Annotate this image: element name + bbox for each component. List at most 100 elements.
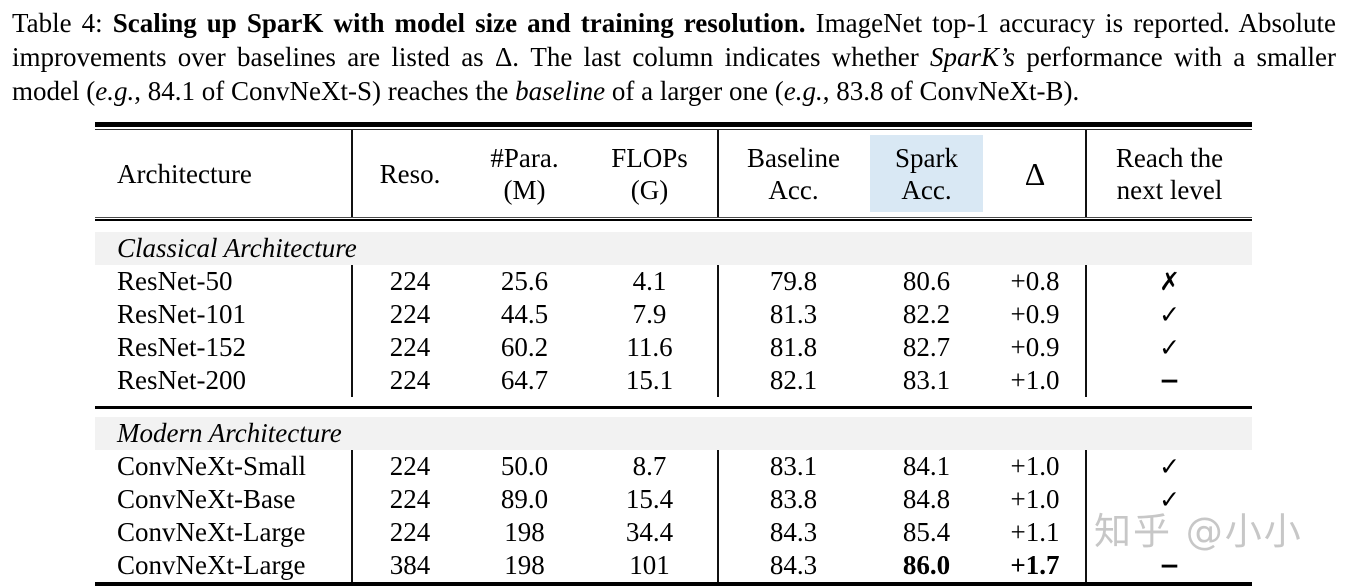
cell-spark-acc: 83.1 — [902, 365, 951, 395]
table-header: Architecture Reso. #Para. (M) FLOPs (G) … — [95, 130, 1252, 217]
cell-architecture: ConvNeXt-Small — [95, 450, 353, 483]
cell-flops: 101 — [582, 549, 719, 582]
caption-label: Table 4: — [12, 8, 113, 38]
table-row: ResNet-152 224 60.2 11.6 81.8 82.7 +0.9 … — [95, 331, 1252, 364]
cell-resolution: 224 — [389, 517, 431, 547]
cell-flops: 4.1 — [582, 265, 719, 298]
cell-delta: +1.7 — [985, 549, 1087, 582]
dash-icon: − — [1159, 366, 1181, 395]
section-band-modern: Modern Architecture — [95, 417, 1253, 450]
cell-flops: 15.4 — [582, 483, 719, 516]
section-label: Classical Architecture — [95, 232, 1253, 265]
cell-baseline-acc: 83.1 — [769, 451, 818, 481]
cell-architecture: ConvNeXt-Large — [95, 516, 353, 549]
cell-resolution: 224 — [389, 266, 431, 296]
cell-spark-acc: 82.7 — [902, 332, 951, 362]
col-header-spark-acc: Spark Acc. — [868, 130, 985, 217]
cell-params: 198 — [504, 517, 545, 547]
header-bottom-rule — [95, 217, 1252, 221]
cell-architecture: ResNet-152 — [95, 331, 353, 364]
cell-baseline-acc: 82.1 — [769, 365, 818, 395]
cell-delta: +0.8 — [985, 265, 1087, 298]
cell-params: 198 — [504, 550, 545, 580]
table-row: ResNet-101 224 44.5 7.9 81.3 82.2 +0.9 ✓ — [95, 298, 1252, 331]
caption-baseline-italic: baseline — [515, 76, 606, 106]
col-header-delta: Δ — [985, 130, 1087, 217]
cell-delta: +0.9 — [985, 298, 1087, 331]
dash-icon: − — [1159, 551, 1181, 580]
table-row: ResNet-200 224 64.7 15.1 82.1 83.1 +1.0 … — [95, 364, 1252, 397]
cell-spark-acc: 84.8 — [902, 484, 951, 514]
cell-flops: 11.6 — [582, 331, 719, 364]
cell-architecture: ResNet-200 — [95, 364, 353, 397]
cell-resolution: 384 — [389, 550, 431, 580]
col-header-architecture: Architecture — [95, 130, 353, 217]
cell-params: 25.6 — [500, 266, 549, 296]
section-band-classical: Classical Architecture — [95, 232, 1253, 265]
cell-delta: +1.1 — [985, 516, 1087, 549]
cell-spark-acc: 86.0 — [902, 550, 951, 580]
cell-params: 60.2 — [500, 332, 549, 362]
cell-spark-acc: 80.6 — [902, 266, 951, 296]
section-label: Modern Architecture — [95, 417, 1253, 450]
col-header-flops: FLOPs (G) — [582, 130, 719, 217]
table-bottom-rule — [95, 582, 1252, 586]
cross-icon: ✗ — [1159, 267, 1181, 296]
table-caption: Table 4: Scaling up SparK with model siz… — [12, 6, 1336, 108]
cell-spark-acc: 85.4 — [902, 517, 951, 547]
results-table: Architecture Reso. #Para. (M) FLOPs (G) … — [95, 122, 1253, 586]
header-row: Architecture Reso. #Para. (M) FLOPs (G) … — [95, 130, 1252, 217]
section-modern: Modern Architecture ConvNeXt-Small 224 5… — [95, 417, 1253, 582]
caption-text-3: , 84.1 of ConvNeXt-S) reaches the — [134, 76, 516, 106]
table-row: ConvNeXt-Large 224 198 34.4 84.3 85.4 +1… — [95, 516, 1252, 549]
cell-baseline-acc: 84.3 — [769, 517, 818, 547]
caption-text-4: of a larger one ( — [605, 76, 784, 106]
caption-eg-2: e.g. — [783, 76, 823, 106]
cell-delta: +1.0 — [985, 483, 1087, 516]
caption-text-5: , 83.8 of ConvNeXt-B). — [822, 76, 1080, 106]
cell-delta: +0.9 — [985, 331, 1087, 364]
cell-flops: 7.9 — [582, 298, 719, 331]
cell-flops: 34.4 — [582, 516, 719, 549]
cell-architecture: ResNet-101 — [95, 298, 353, 331]
cell-spark-acc: 84.1 — [902, 451, 951, 481]
cell-baseline-acc: 81.8 — [769, 332, 818, 362]
table-row: ConvNeXt-Small 224 50.0 8.7 83.1 84.1 +1… — [95, 450, 1252, 483]
cell-architecture: ConvNeXt-Large — [95, 549, 353, 582]
table-row: ResNet-50 224 25.6 4.1 79.8 80.6 +0.8 ✗ — [95, 265, 1252, 298]
cell-resolution: 224 — [389, 484, 431, 514]
cell-resolution: 224 — [389, 299, 431, 329]
caption-text-1: ImageNet top-1 accuracy is reported. Abs… — [12, 8, 1336, 72]
cell-architecture: ConvNeXt-Base — [95, 483, 353, 516]
cell-reach — [1086, 516, 1252, 549]
caption-eg-1: e.g. — [95, 76, 135, 106]
col-header-baseline-acc: Baseline Acc. — [747, 142, 840, 205]
check-icon: ✓ — [1159, 300, 1181, 329]
cell-architecture: ResNet-50 — [95, 265, 353, 298]
cell-params: 50.0 — [500, 451, 549, 481]
check-icon: ✓ — [1159, 333, 1181, 362]
cell-flops: 8.7 — [582, 450, 719, 483]
check-icon: ✓ — [1159, 452, 1181, 481]
col-header-resolution: Reso. — [379, 158, 441, 189]
table-top-rule — [95, 122, 1252, 130]
cell-resolution: 224 — [389, 332, 431, 362]
cell-baseline-acc: 83.8 — [769, 484, 818, 514]
cell-params: 89.0 — [500, 484, 549, 514]
section-divider-rule — [95, 406, 1252, 409]
cell-resolution: 224 — [389, 365, 431, 395]
cell-delta: +1.0 — [985, 364, 1087, 397]
cell-delta: +1.0 — [985, 450, 1087, 483]
caption-spark-italic: SparK’s — [930, 42, 1016, 72]
caption-text-2: performance with a smaller model ( — [12, 42, 1336, 106]
table-row: ConvNeXt-Large 384 198 101 84.3 86.0 +1.… — [95, 549, 1252, 582]
cell-baseline-acc: 81.3 — [769, 299, 818, 329]
cell-spark-acc: 82.2 — [902, 299, 951, 329]
cell-flops: 15.1 — [582, 364, 719, 397]
col-header-params: #Para. (M) — [490, 142, 559, 205]
cell-params: 64.7 — [500, 365, 549, 395]
check-icon: ✓ — [1159, 485, 1181, 514]
table-row: ConvNeXt-Base 224 89.0 15.4 83.8 84.8 +1… — [95, 483, 1252, 516]
cell-baseline-acc: 79.8 — [769, 266, 818, 296]
section-classical: Classical Architecture ResNet-50 224 25.… — [95, 232, 1253, 397]
